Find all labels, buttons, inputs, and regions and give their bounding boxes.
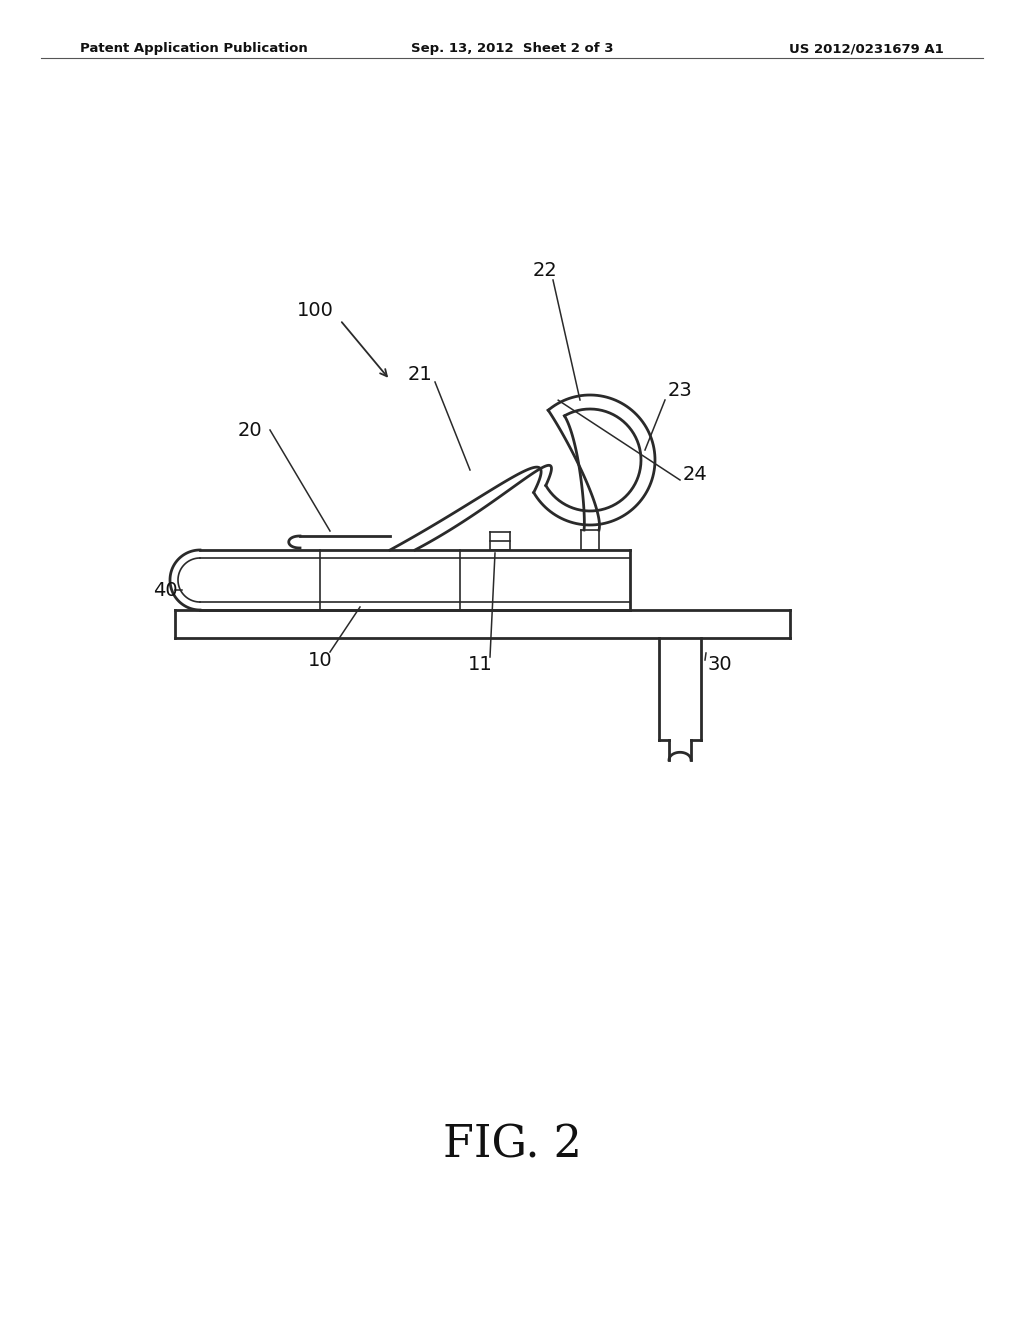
Text: 11: 11 bbox=[468, 656, 493, 675]
Text: 21: 21 bbox=[408, 366, 432, 384]
Text: 22: 22 bbox=[532, 260, 557, 280]
Text: US 2012/0231679 A1: US 2012/0231679 A1 bbox=[790, 42, 944, 55]
Text: 10: 10 bbox=[307, 651, 333, 669]
Text: Patent Application Publication: Patent Application Publication bbox=[80, 42, 308, 55]
Text: 23: 23 bbox=[668, 380, 692, 400]
Text: 40: 40 bbox=[153, 581, 177, 599]
Text: Sep. 13, 2012  Sheet 2 of 3: Sep. 13, 2012 Sheet 2 of 3 bbox=[411, 42, 613, 55]
Text: 20: 20 bbox=[238, 421, 262, 440]
Text: 24: 24 bbox=[683, 466, 708, 484]
Text: 100: 100 bbox=[297, 301, 334, 319]
Text: 30: 30 bbox=[708, 656, 732, 675]
Text: FIG. 2: FIG. 2 bbox=[442, 1123, 582, 1167]
